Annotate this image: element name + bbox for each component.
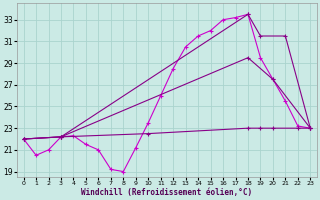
- X-axis label: Windchill (Refroidissement éolien,°C): Windchill (Refroidissement éolien,°C): [81, 188, 252, 197]
